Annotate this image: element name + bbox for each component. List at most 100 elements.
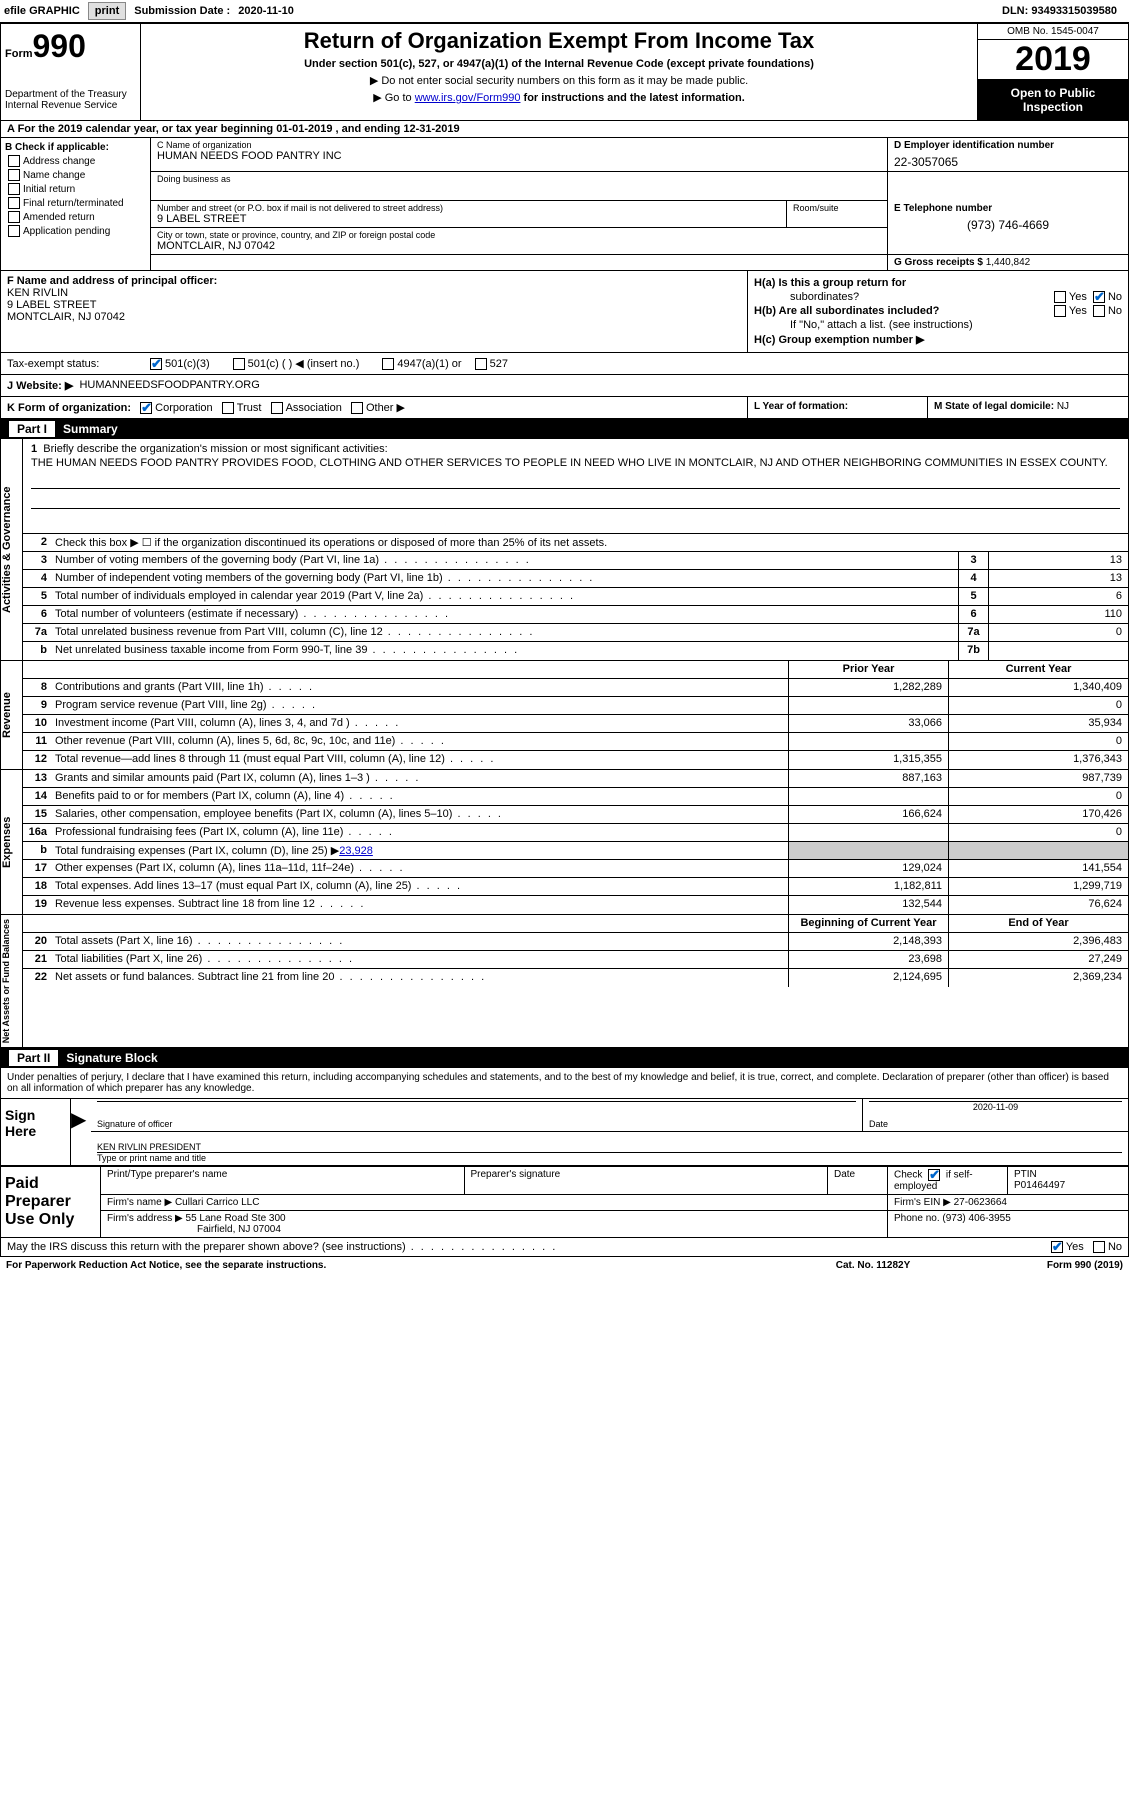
chk-527[interactable] xyxy=(475,358,487,370)
rev-header: Prior Year Current Year xyxy=(23,661,1128,679)
side-revenue: Revenue xyxy=(1,661,23,769)
chk-other[interactable] xyxy=(351,402,363,414)
box-h: H(a) Is this a group return for subordin… xyxy=(748,271,1128,352)
mission-text: THE HUMAN NEEDS FOOD PANTRY PROVIDES FOO… xyxy=(31,457,1120,469)
chk-application-pending[interactable]: Application pending xyxy=(5,225,146,237)
website-row: J Website: ▶ HUMANNEEDSFOODPANTRY.ORG xyxy=(0,375,1129,397)
omb-number: OMB No. 1545-0047 xyxy=(978,24,1128,40)
chk-name-change[interactable]: Name change xyxy=(5,169,146,181)
box-b: B Check if applicable: Address change Na… xyxy=(1,138,151,270)
summary-net: Net Assets or Fund Balances Beginning of… xyxy=(0,915,1129,1048)
line-11: 11Other revenue (Part VIII, column (A), … xyxy=(23,733,1128,751)
form-990-label: Form990 xyxy=(5,28,136,65)
line-21: 21Total liabilities (Part X, line 26)23,… xyxy=(23,951,1128,969)
paid-preparer-block: Paid Preparer Use Only Print/Type prepar… xyxy=(0,1166,1129,1238)
sign-here-label: Sign Here xyxy=(1,1099,71,1165)
box-f: F Name and address of principal officer:… xyxy=(1,271,748,352)
chk-trust[interactable] xyxy=(222,402,234,414)
prep-self-employed: Check if self-employed xyxy=(888,1167,1008,1194)
summary-revenue: Revenue Prior Year Current Year 8Contrib… xyxy=(0,661,1129,770)
firm-address: Firm's address ▶ 55 Lane Road Ste 300 Fa… xyxy=(101,1211,888,1237)
summary-activities: Activities & Governance 1 Briefly descri… xyxy=(0,439,1129,661)
line-7a: 7aTotal unrelated business revenue from … xyxy=(23,624,1128,642)
col-cd: C Name of organization HUMAN NEEDS FOOD … xyxy=(151,138,1128,270)
tax-year: 2019 xyxy=(978,40,1128,80)
footer: For Paperwork Reduction Act Notice, see … xyxy=(0,1257,1129,1274)
box-g: G Gross receipts $ 1,440,842 xyxy=(888,255,1128,270)
instr-1: ▶ Do not enter social security numbers o… xyxy=(149,74,969,87)
prep-date-label: Date xyxy=(828,1167,888,1194)
line-15: 15Salaries, other compensation, employee… xyxy=(23,806,1128,824)
section-bcdeg: B Check if applicable: Address change Na… xyxy=(0,138,1129,271)
chk-discuss-yes[interactable] xyxy=(1051,1241,1063,1253)
chk-discuss-no[interactable] xyxy=(1093,1241,1105,1253)
chk-association[interactable] xyxy=(271,402,283,414)
side-expenses: Expenses xyxy=(1,770,23,914)
chk-initial-return[interactable]: Initial return xyxy=(5,183,146,195)
open-inspection: Open to Public Inspection xyxy=(978,80,1128,120)
box-e: E Telephone number (973) 746-4669 xyxy=(888,201,1128,254)
form-header-right: OMB No. 1545-0047 2019 Open to Public In… xyxy=(978,24,1128,120)
box-d: D Employer identification number 22-3057… xyxy=(888,138,1128,172)
chk-final-return[interactable]: Final return/terminated xyxy=(5,197,146,209)
line-13: 13Grants and similar amounts paid (Part … xyxy=(23,770,1128,788)
form-title: Return of Organization Exempt From Incom… xyxy=(149,28,969,54)
line-6: 6Total number of volunteers (estimate if… xyxy=(23,606,1128,624)
summary-expenses: Expenses 13Grants and similar amounts pa… xyxy=(0,770,1129,915)
line-b: bTotal fundraising expenses (Part IX, co… xyxy=(23,842,1128,860)
firm-phone: Phone no. (973) 406-3955 xyxy=(888,1211,1128,1237)
prep-ptin: PTINP01464497 xyxy=(1008,1167,1128,1194)
instr-2: ▶ Go to www.irs.gov/Form990 for instruct… xyxy=(149,91,969,104)
efile-label: efile GRAPHIC xyxy=(4,5,80,17)
part-ii-header: Part IISignature Block xyxy=(0,1048,1129,1068)
tax-period-row: A For the 2019 calendar year, or tax yea… xyxy=(0,121,1129,138)
box-c-name: C Name of organization HUMAN NEEDS FOOD … xyxy=(151,138,888,172)
box-k: K Form of organization: Corporation Trus… xyxy=(1,397,748,418)
tax-exempt-status: Tax-exempt status: 501(c)(3) 501(c) ( ) … xyxy=(0,353,1129,375)
discuss-row: May the IRS discuss this return with the… xyxy=(0,1238,1129,1257)
section-fh: F Name and address of principal officer:… xyxy=(0,271,1129,353)
sign-here-block: Sign Here ▶ Signature of officer 2020-11… xyxy=(0,1099,1129,1166)
chk-amended-return[interactable]: Amended return xyxy=(5,211,146,223)
submission-label: Submission Date : xyxy=(134,5,230,17)
box-c-address: Number and street (or P.O. box if mail i… xyxy=(151,201,888,254)
chk-address-change[interactable]: Address change xyxy=(5,155,146,167)
line-b: bNet unrelated business taxable income f… xyxy=(23,642,1128,660)
form-subtitle: Under section 501(c), 527, or 4947(a)(1)… xyxy=(149,58,969,70)
line-2: 2 Check this box ▶ ☐ if the organization… xyxy=(23,534,1128,552)
line-10: 10Investment income (Part VIII, column (… xyxy=(23,715,1128,733)
submission-date: 2020-11-10 xyxy=(238,5,294,17)
chk-4947[interactable] xyxy=(382,358,394,370)
line-19: 19Revenue less expenses. Subtract line 1… xyxy=(23,896,1128,914)
chk-501c[interactable] xyxy=(233,358,245,370)
net-header: Beginning of Current Year End of Year xyxy=(23,915,1128,933)
chk-501c3[interactable] xyxy=(150,358,162,370)
line-4: 4Number of independent voting members of… xyxy=(23,570,1128,588)
dept-treasury: Department of the Treasury Internal Reve… xyxy=(5,89,136,111)
line-20: 20Total assets (Part X, line 16)2,148,39… xyxy=(23,933,1128,951)
line-9: 9Program service revenue (Part VIII, lin… xyxy=(23,697,1128,715)
prep-sig-label: Preparer's signature xyxy=(465,1167,829,1194)
mission-block: 1 Briefly describe the organization's mi… xyxy=(23,439,1128,534)
line-12: 12Total revenue—add lines 8 through 11 (… xyxy=(23,751,1128,769)
row-klm: K Form of organization: Corporation Trus… xyxy=(0,397,1129,419)
line-5: 5Total number of individuals employed in… xyxy=(23,588,1128,606)
side-net: Net Assets or Fund Balances xyxy=(1,915,23,1047)
dln: DLN: 93493315039580 xyxy=(1002,5,1117,17)
print-button[interactable]: print xyxy=(88,2,126,20)
box-l: L Year of formation: xyxy=(748,397,928,418)
sign-arrow-icon: ▶ xyxy=(71,1099,91,1165)
line-22: 22Net assets or fund balances. Subtract … xyxy=(23,969,1128,987)
fundraising-link[interactable]: 23,928 xyxy=(339,845,373,857)
box-c-dba: Doing business as xyxy=(151,172,888,201)
form-header: Form990 Department of the Treasury Inter… xyxy=(0,23,1129,121)
chk-corporation[interactable] xyxy=(140,402,152,414)
form990-link[interactable]: www.irs.gov/Form990 xyxy=(415,92,521,104)
box-b-header: B Check if applicable: xyxy=(5,142,146,153)
room-suite: Room/suite xyxy=(787,201,887,227)
side-activities: Activities & Governance xyxy=(1,439,23,660)
line-18: 18Total expenses. Add lines 13–17 (must … xyxy=(23,878,1128,896)
box-m: M State of legal domicile: NJ xyxy=(928,397,1128,418)
firm-ein: Firm's EIN ▶ 27-0623664 xyxy=(888,1195,1128,1210)
prep-name-label: Print/Type preparer's name xyxy=(101,1167,465,1194)
